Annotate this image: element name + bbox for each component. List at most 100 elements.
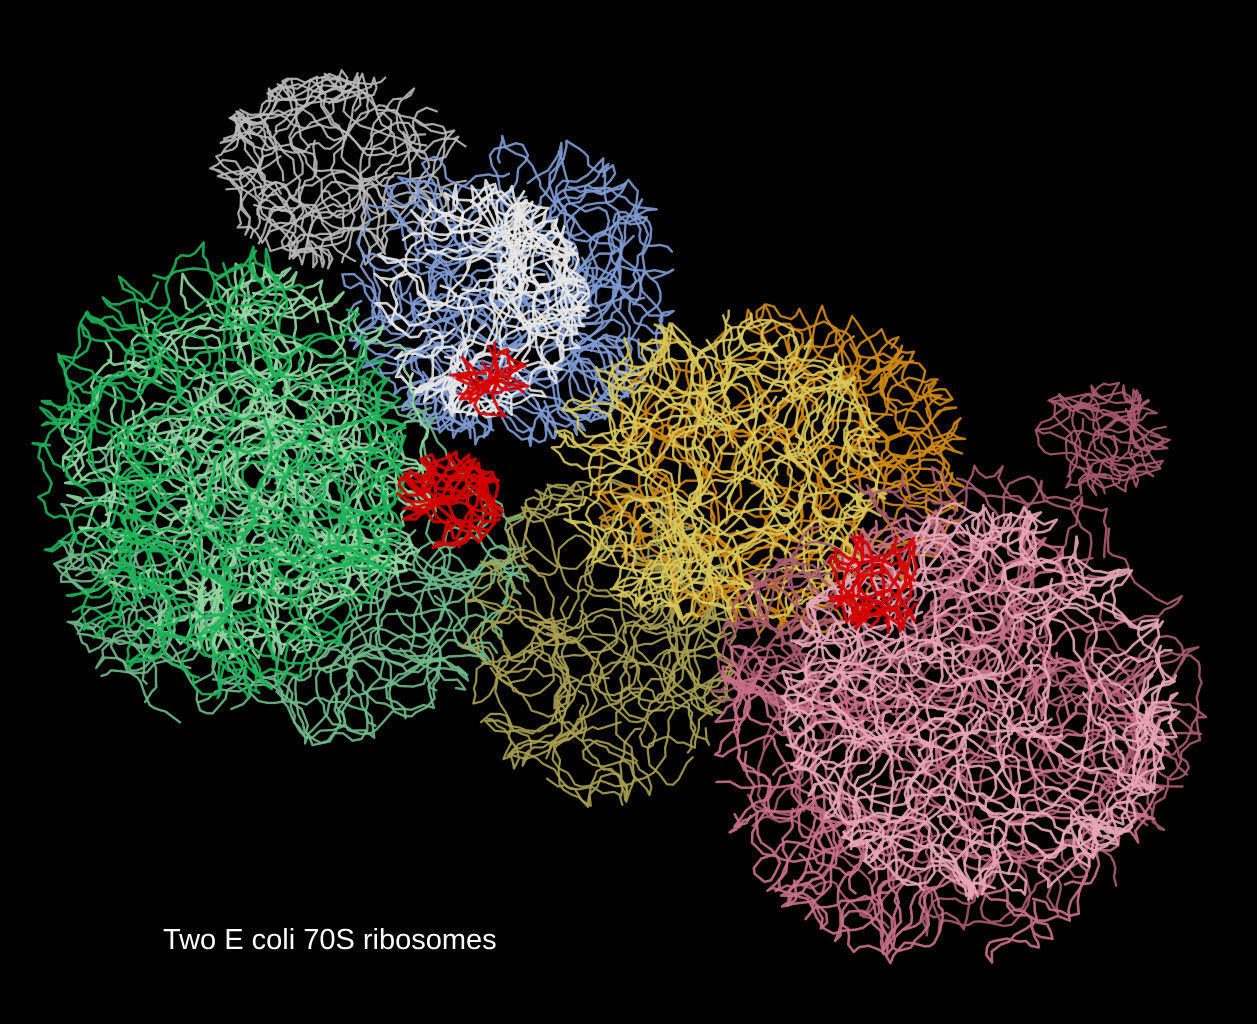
backbone-strand	[472, 595, 569, 705]
backbone-strand	[420, 155, 513, 270]
backbone-strand	[239, 72, 359, 195]
yellow-subunit-strands	[550, 309, 888, 625]
backbone-strand	[275, 643, 470, 739]
backbone-strand	[630, 421, 941, 518]
red-trna-strands	[396, 341, 918, 634]
backbone-strand	[494, 625, 598, 767]
backbone-strand	[489, 547, 618, 663]
backbone-strand	[732, 645, 886, 875]
backbone-strand	[573, 198, 674, 419]
backbone-strand	[774, 375, 868, 520]
backbone-strand	[938, 815, 1130, 860]
backbone-strand	[109, 431, 351, 595]
backbone-strand	[935, 656, 1091, 752]
backbone-strand	[260, 397, 407, 499]
backbone-strand	[125, 515, 238, 664]
backbone-strand	[869, 691, 1092, 824]
backbone-strand	[248, 526, 386, 688]
backbone-strand	[798, 852, 885, 956]
backbone-strand	[460, 615, 579, 731]
backbone-strand	[117, 275, 212, 420]
backbone-strand	[403, 469, 500, 513]
backbone-strand	[607, 336, 678, 544]
backbone-strand	[37, 310, 137, 553]
backbone-strand	[165, 508, 262, 640]
backbone-strand	[1003, 752, 1165, 922]
backbone-strand	[543, 182, 633, 373]
backbone-strand	[101, 341, 343, 403]
backbone-strand	[848, 343, 964, 455]
backbone-strand	[688, 309, 777, 536]
backbone-strand	[198, 418, 339, 604]
backbone-strand	[490, 205, 580, 337]
grey-rna-strands	[209, 69, 467, 270]
backbone-strand	[58, 322, 203, 446]
backbone-strand	[438, 268, 675, 440]
backbone-strand	[1013, 606, 1170, 747]
backbone-strand	[201, 439, 327, 537]
backbone-strand	[433, 452, 497, 544]
backbone-strand	[786, 643, 886, 907]
backbone-strand	[235, 72, 370, 182]
backbone-strand	[781, 627, 920, 742]
backbone-strand	[945, 710, 1181, 791]
backbone-strand	[669, 507, 861, 621]
backbone-strand	[713, 657, 816, 784]
backbone-strand	[931, 709, 1028, 898]
backbone-strand	[905, 763, 1116, 860]
backbone-strand	[71, 604, 273, 700]
backbone-strand	[550, 390, 715, 474]
backbone-strand	[258, 89, 346, 253]
backbone-strand	[1071, 384, 1142, 490]
backbone-strand	[646, 580, 724, 786]
backbone-strand	[70, 502, 140, 639]
backbone-strand	[801, 360, 927, 613]
backbone-strand	[545, 623, 624, 808]
backbone-strand	[396, 461, 485, 549]
backbone-strand	[428, 198, 533, 298]
backbone-strand	[84, 311, 314, 385]
backbone-strand	[241, 335, 366, 557]
backbone-strand	[630, 510, 776, 624]
backbone-strand	[419, 453, 498, 514]
backbone-strand	[521, 502, 638, 634]
backbone-strand	[833, 816, 977, 937]
backbone-strand	[1002, 475, 1109, 576]
backbone-strand	[194, 445, 290, 650]
backbone-strand	[150, 477, 269, 660]
backbone-strand	[256, 180, 357, 269]
backbone-strand	[65, 486, 171, 599]
backbone-strand	[253, 594, 454, 740]
backbone-strand	[266, 332, 386, 402]
backbone-strand	[785, 621, 857, 820]
backbone-strand	[211, 647, 469, 705]
backbone-strand	[253, 172, 389, 266]
backbone-strand	[126, 425, 405, 533]
backbone-strand	[152, 245, 292, 376]
backbone-strand	[730, 646, 867, 863]
backbone-strand	[1047, 381, 1121, 495]
backbone-strand	[869, 783, 1100, 871]
backbone-strand	[417, 247, 590, 326]
backbone-strand	[619, 624, 733, 803]
backbone-strand	[340, 75, 416, 181]
backbone-strand	[180, 554, 278, 695]
backbone-strand	[317, 418, 407, 563]
backbone-strand	[788, 315, 881, 474]
backbone-strand	[425, 553, 492, 692]
backbone-strand	[1025, 664, 1134, 847]
backbone-strand	[80, 531, 193, 632]
backbone-strand	[833, 533, 873, 625]
backbone-strand	[359, 369, 407, 491]
backbone-strand	[790, 338, 849, 596]
backbone-strand	[619, 615, 697, 754]
backbone-strand	[851, 535, 917, 623]
backbone-strand	[721, 333, 881, 481]
backbone-strand	[856, 536, 916, 624]
backbone-strand	[468, 341, 525, 405]
backbone-strand	[216, 113, 318, 213]
figure-caption: Two E coli 70S ribosomes	[163, 924, 497, 956]
backbone-strand	[697, 319, 798, 495]
backbone-strand	[587, 338, 676, 486]
